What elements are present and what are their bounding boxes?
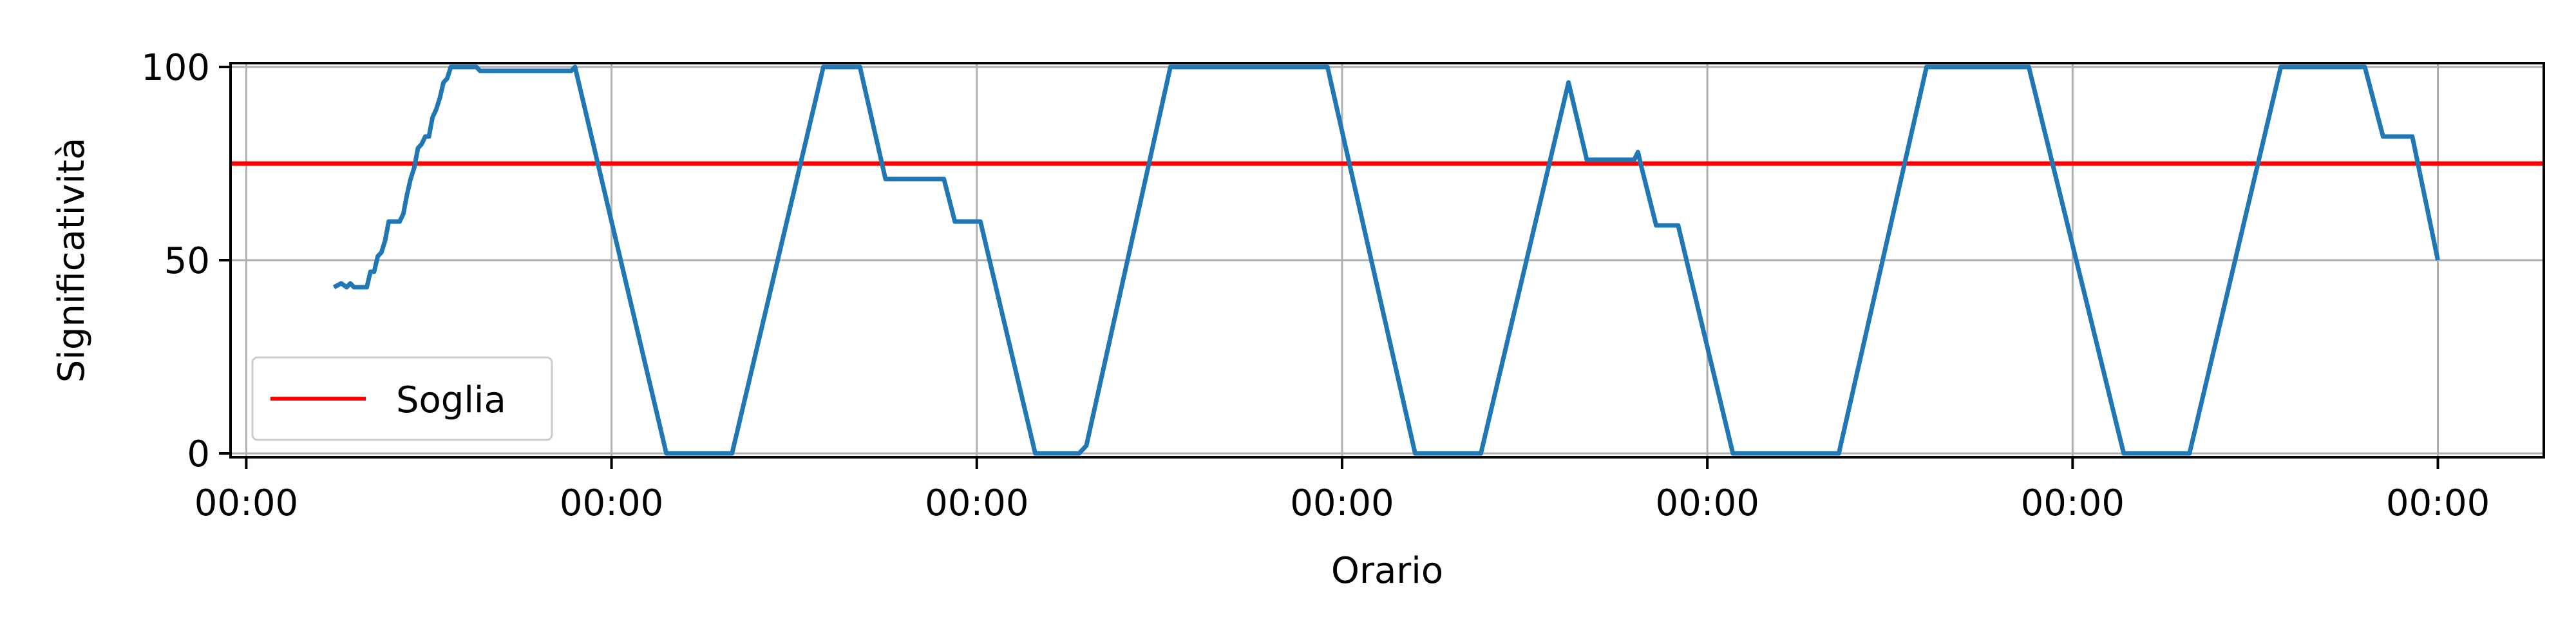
series-line — [332, 64, 2440, 456]
y-tick-label: 0 — [187, 433, 210, 475]
x-tick-label: 00:00 — [2386, 482, 2490, 524]
y-tick-label: 100 — [141, 47, 210, 89]
x-tick-label: 00:00 — [1290, 482, 1394, 524]
x-tick-label: 00:00 — [2021, 482, 2125, 524]
series-layer — [332, 64, 2440, 456]
y-axis-ticks: 0 50 100 — [141, 47, 231, 475]
x-tick-label: 00:00 — [925, 482, 1028, 524]
y-axis-title: Significatività — [51, 138, 93, 383]
x-tick-label: 00:00 — [1655, 482, 1759, 524]
legend-threshold-label: Soglia — [396, 379, 506, 421]
legend-box — [251, 356, 553, 441]
x-tick-label: 00:00 — [560, 482, 663, 524]
y-tick-label: 50 — [164, 240, 210, 282]
y-gridlines — [231, 66, 2544, 455]
x-axis-title: Orario — [1331, 550, 1443, 592]
x-tick-label: 00:00 — [194, 482, 298, 524]
legend: Soglia — [251, 356, 553, 441]
x-axis-ticks: 00:00 00:00 00:00 00:00 00:00 00:00 00:00 — [194, 457, 2490, 524]
